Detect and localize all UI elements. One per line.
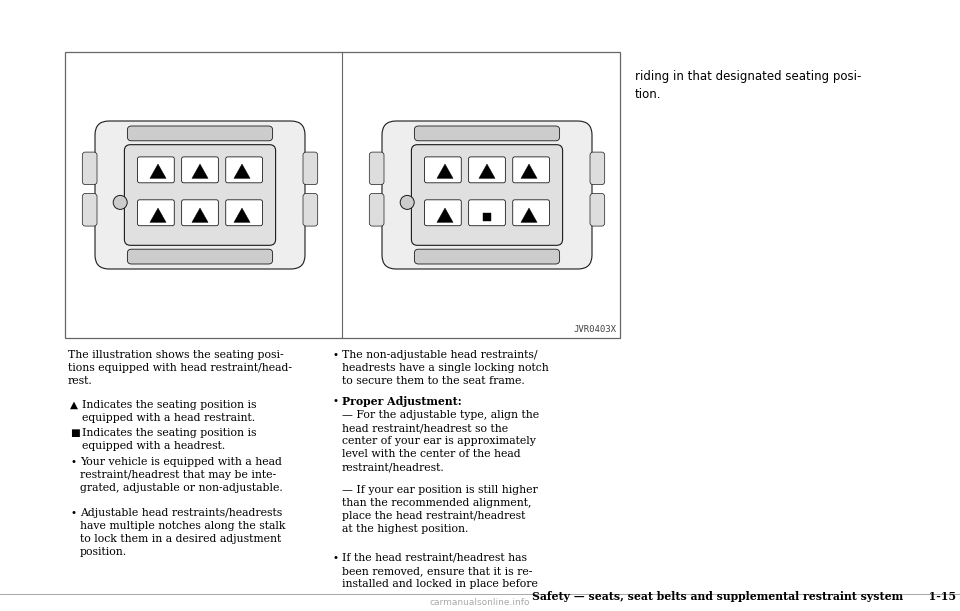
FancyBboxPatch shape	[226, 200, 262, 225]
Text: Your vehicle is equipped with a head
restraint/headrest that may be inte-
grated: Your vehicle is equipped with a head res…	[80, 457, 283, 493]
Text: Indicates the seating position is
equipped with a headrest.: Indicates the seating position is equipp…	[82, 428, 256, 451]
FancyBboxPatch shape	[468, 157, 505, 183]
Polygon shape	[521, 208, 537, 222]
FancyBboxPatch shape	[128, 249, 273, 264]
Bar	[483, 213, 491, 221]
Text: Indicates the seating position is
equipped with a head restraint.: Indicates the seating position is equipp…	[82, 400, 256, 423]
Text: If the head restraint/headrest has
been removed, ensure that it is re-
installed: If the head restraint/headrest has been …	[342, 553, 538, 589]
FancyBboxPatch shape	[412, 145, 563, 246]
FancyBboxPatch shape	[370, 152, 384, 185]
Text: The non-adjustable head restraints/
headrests have a single locking notch
to sec: The non-adjustable head restraints/ head…	[342, 350, 549, 386]
Text: — For the adjustable type, align the
head restraint/headrest so the
center of yo: — For the adjustable type, align the hea…	[342, 410, 540, 472]
FancyBboxPatch shape	[181, 157, 218, 183]
FancyBboxPatch shape	[128, 126, 273, 141]
Text: •: •	[70, 457, 76, 467]
FancyBboxPatch shape	[83, 194, 97, 226]
Bar	[65, 52, 620, 338]
FancyBboxPatch shape	[590, 194, 605, 226]
Text: •: •	[70, 508, 76, 518]
Text: The illustration shows the seating posi-
tions equipped with head restraint/head: The illustration shows the seating posi-…	[68, 350, 292, 386]
Polygon shape	[437, 208, 453, 222]
FancyBboxPatch shape	[415, 126, 560, 141]
Text: riding in that designated seating posi-
tion.: riding in that designated seating posi- …	[635, 70, 861, 101]
Text: •: •	[332, 350, 338, 360]
Polygon shape	[150, 164, 166, 178]
FancyBboxPatch shape	[415, 249, 560, 264]
FancyBboxPatch shape	[370, 194, 384, 226]
Text: ▲: ▲	[70, 400, 78, 410]
Polygon shape	[192, 164, 208, 178]
FancyBboxPatch shape	[513, 200, 549, 225]
Polygon shape	[150, 208, 166, 222]
Polygon shape	[521, 164, 537, 178]
Text: Proper Adjustment:: Proper Adjustment:	[342, 396, 462, 407]
Text: — If your ear position is still higher
than the recommended alignment,
place the: — If your ear position is still higher t…	[342, 485, 538, 534]
FancyBboxPatch shape	[424, 157, 461, 183]
FancyBboxPatch shape	[125, 145, 276, 246]
Polygon shape	[234, 208, 251, 222]
Text: carmanualsonline.info: carmanualsonline.info	[430, 598, 530, 607]
FancyBboxPatch shape	[181, 200, 218, 225]
Circle shape	[113, 196, 127, 210]
FancyBboxPatch shape	[468, 200, 505, 225]
FancyBboxPatch shape	[226, 157, 262, 183]
Polygon shape	[234, 164, 251, 178]
FancyBboxPatch shape	[382, 121, 592, 269]
Text: JVR0403X: JVR0403X	[573, 325, 616, 334]
Polygon shape	[479, 164, 495, 178]
FancyBboxPatch shape	[95, 121, 305, 269]
FancyBboxPatch shape	[137, 200, 175, 225]
Text: ■: ■	[70, 428, 80, 438]
Polygon shape	[192, 208, 208, 222]
Text: Safety — seats, seat belts and supplemental restraint system   1-15: Safety — seats, seat belts and supplemen…	[532, 591, 956, 602]
FancyBboxPatch shape	[83, 152, 97, 185]
FancyBboxPatch shape	[590, 152, 605, 185]
FancyBboxPatch shape	[137, 157, 175, 183]
Circle shape	[400, 196, 414, 210]
Polygon shape	[437, 164, 453, 178]
FancyBboxPatch shape	[513, 157, 549, 183]
Text: Adjustable head restraints/headrests
have multiple notches along the stalk
to lo: Adjustable head restraints/headrests hav…	[80, 508, 285, 557]
Text: •: •	[332, 396, 338, 406]
FancyBboxPatch shape	[424, 200, 461, 225]
FancyBboxPatch shape	[303, 194, 318, 226]
Text: •: •	[332, 553, 338, 563]
FancyBboxPatch shape	[303, 152, 318, 185]
